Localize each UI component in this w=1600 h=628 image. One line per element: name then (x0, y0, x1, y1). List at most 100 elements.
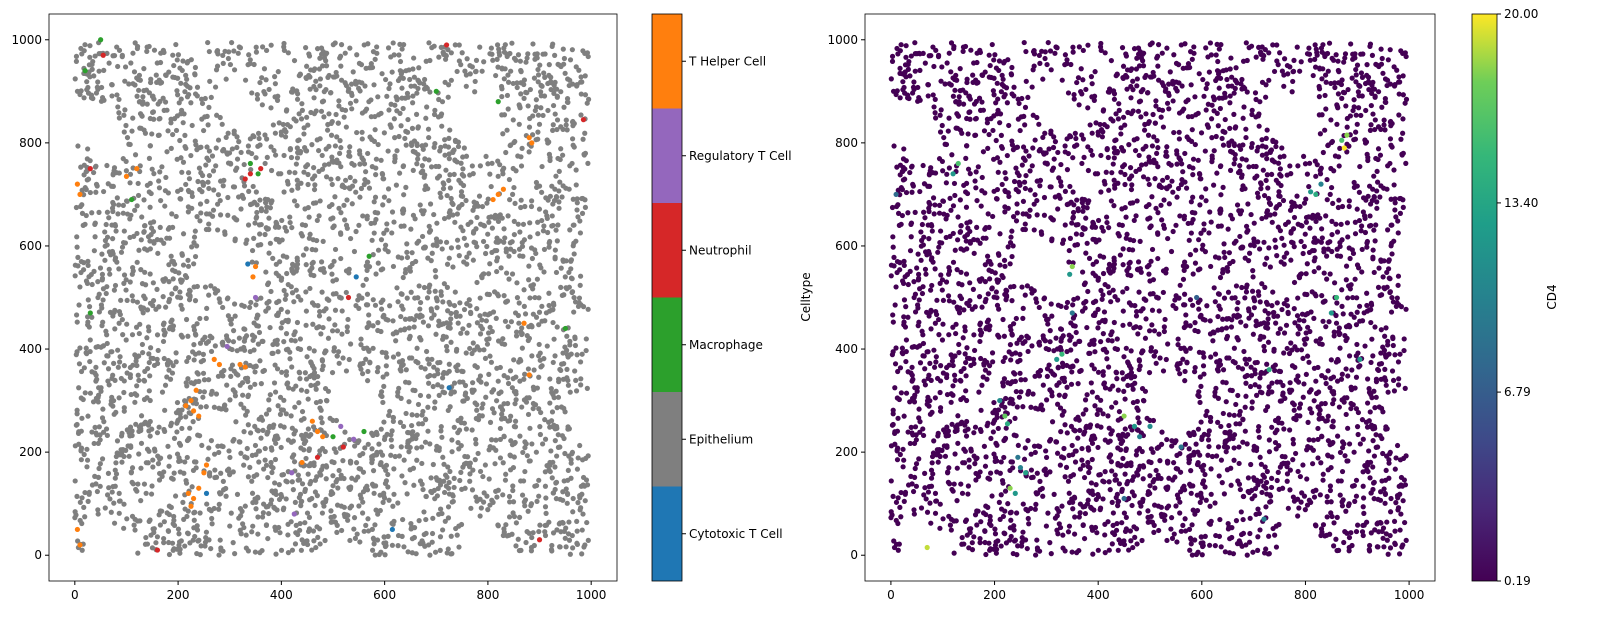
epithelium-point (323, 499, 328, 504)
t-helper-cell-point (204, 462, 209, 467)
epithelium-point (252, 369, 257, 374)
epithelium-point (438, 534, 443, 539)
epithelium-point (473, 79, 478, 84)
epithelium-point (360, 500, 365, 505)
epithelium-point (165, 128, 170, 133)
cell-point (1204, 107, 1209, 112)
epithelium-point (187, 176, 192, 181)
epithelium-point (322, 55, 327, 60)
epithelium-point (264, 48, 269, 53)
epithelium-point (284, 369, 289, 374)
epithelium-point (390, 504, 395, 509)
epithelium-point (169, 211, 174, 216)
epithelium-point (193, 379, 198, 384)
cell-point (1159, 430, 1164, 435)
epithelium-point (576, 455, 581, 460)
epithelium-point (135, 260, 140, 265)
epithelium-point (285, 122, 290, 127)
epithelium-point (586, 453, 591, 458)
epithelium-point (291, 452, 296, 457)
epithelium-point (501, 240, 506, 245)
epithelium-point (443, 143, 448, 148)
epithelium-point (227, 523, 232, 528)
epithelium-point (360, 283, 365, 288)
epithelium-point (167, 297, 172, 302)
epithelium-point (136, 181, 141, 186)
epithelium-point (561, 62, 566, 67)
cell-point (1033, 137, 1038, 142)
epithelium-point (365, 516, 370, 521)
epithelium-point (433, 164, 438, 169)
epithelium-point (565, 501, 570, 506)
epithelium-point (295, 186, 300, 191)
cell-point (1367, 213, 1372, 218)
epithelium-point (231, 328, 236, 333)
epithelium-point (487, 354, 492, 359)
epithelium-point (84, 464, 89, 469)
epithelium-point (318, 331, 323, 336)
epithelium-point (410, 536, 415, 541)
epithelium-point (323, 87, 328, 92)
epithelium-point (513, 543, 518, 548)
cell-point (1218, 424, 1223, 429)
epithelium-point (307, 286, 312, 291)
epithelium-point (425, 357, 430, 362)
epithelium-point (301, 541, 306, 546)
epithelium-point (365, 41, 370, 46)
epithelium-point (207, 473, 212, 478)
epithelium-point (577, 218, 582, 223)
cell-point (1060, 78, 1065, 83)
epithelium-point (93, 190, 98, 195)
epithelium-point (292, 459, 297, 464)
epithelium-point (107, 267, 112, 272)
epithelium-point (111, 501, 116, 506)
epithelium-point (578, 376, 583, 381)
epithelium-point (348, 175, 353, 180)
epithelium-point (245, 446, 250, 451)
epithelium-point (457, 478, 462, 483)
epithelium-point (110, 53, 115, 58)
epithelium-point (273, 131, 278, 136)
epithelium-point (405, 130, 410, 135)
epithelium-point (224, 383, 229, 388)
epithelium-point (113, 223, 118, 228)
epithelium-point (511, 117, 516, 122)
epithelium-point (300, 409, 305, 414)
epithelium-point (381, 541, 386, 546)
epithelium-point (481, 59, 486, 64)
epithelium-point (140, 342, 145, 347)
epithelium-point (324, 174, 329, 179)
epithelium-point (185, 455, 190, 460)
epithelium-point (264, 209, 269, 214)
epithelium-point (422, 175, 427, 180)
epithelium-point (473, 400, 478, 405)
epithelium-point (156, 304, 161, 309)
epithelium-point (472, 89, 477, 94)
cell-point (946, 116, 951, 121)
epithelium-point (522, 503, 527, 508)
epithelium-point (545, 108, 550, 113)
epithelium-point (329, 272, 334, 277)
epithelium-point (376, 142, 381, 147)
epithelium-point (136, 248, 141, 253)
epithelium-point (501, 293, 506, 298)
epithelium-point (201, 128, 206, 133)
cell-point (1241, 517, 1246, 522)
epithelium-point (117, 395, 122, 400)
epithelium-point (537, 523, 542, 528)
epithelium-point (506, 533, 511, 538)
epithelium-point (310, 363, 315, 368)
epithelium-point (458, 416, 463, 421)
cell-point (1295, 163, 1300, 168)
epithelium-point (391, 40, 396, 45)
epithelium-point (125, 370, 130, 375)
epithelium-point (259, 415, 264, 420)
cell-point (1233, 65, 1238, 70)
epithelium-point (296, 346, 301, 351)
epithelium-point (432, 373, 437, 378)
epithelium-point (236, 516, 241, 521)
epithelium-point (330, 182, 335, 187)
epithelium-point (216, 374, 221, 379)
epithelium-point (251, 134, 256, 139)
epithelium-point (562, 409, 567, 414)
